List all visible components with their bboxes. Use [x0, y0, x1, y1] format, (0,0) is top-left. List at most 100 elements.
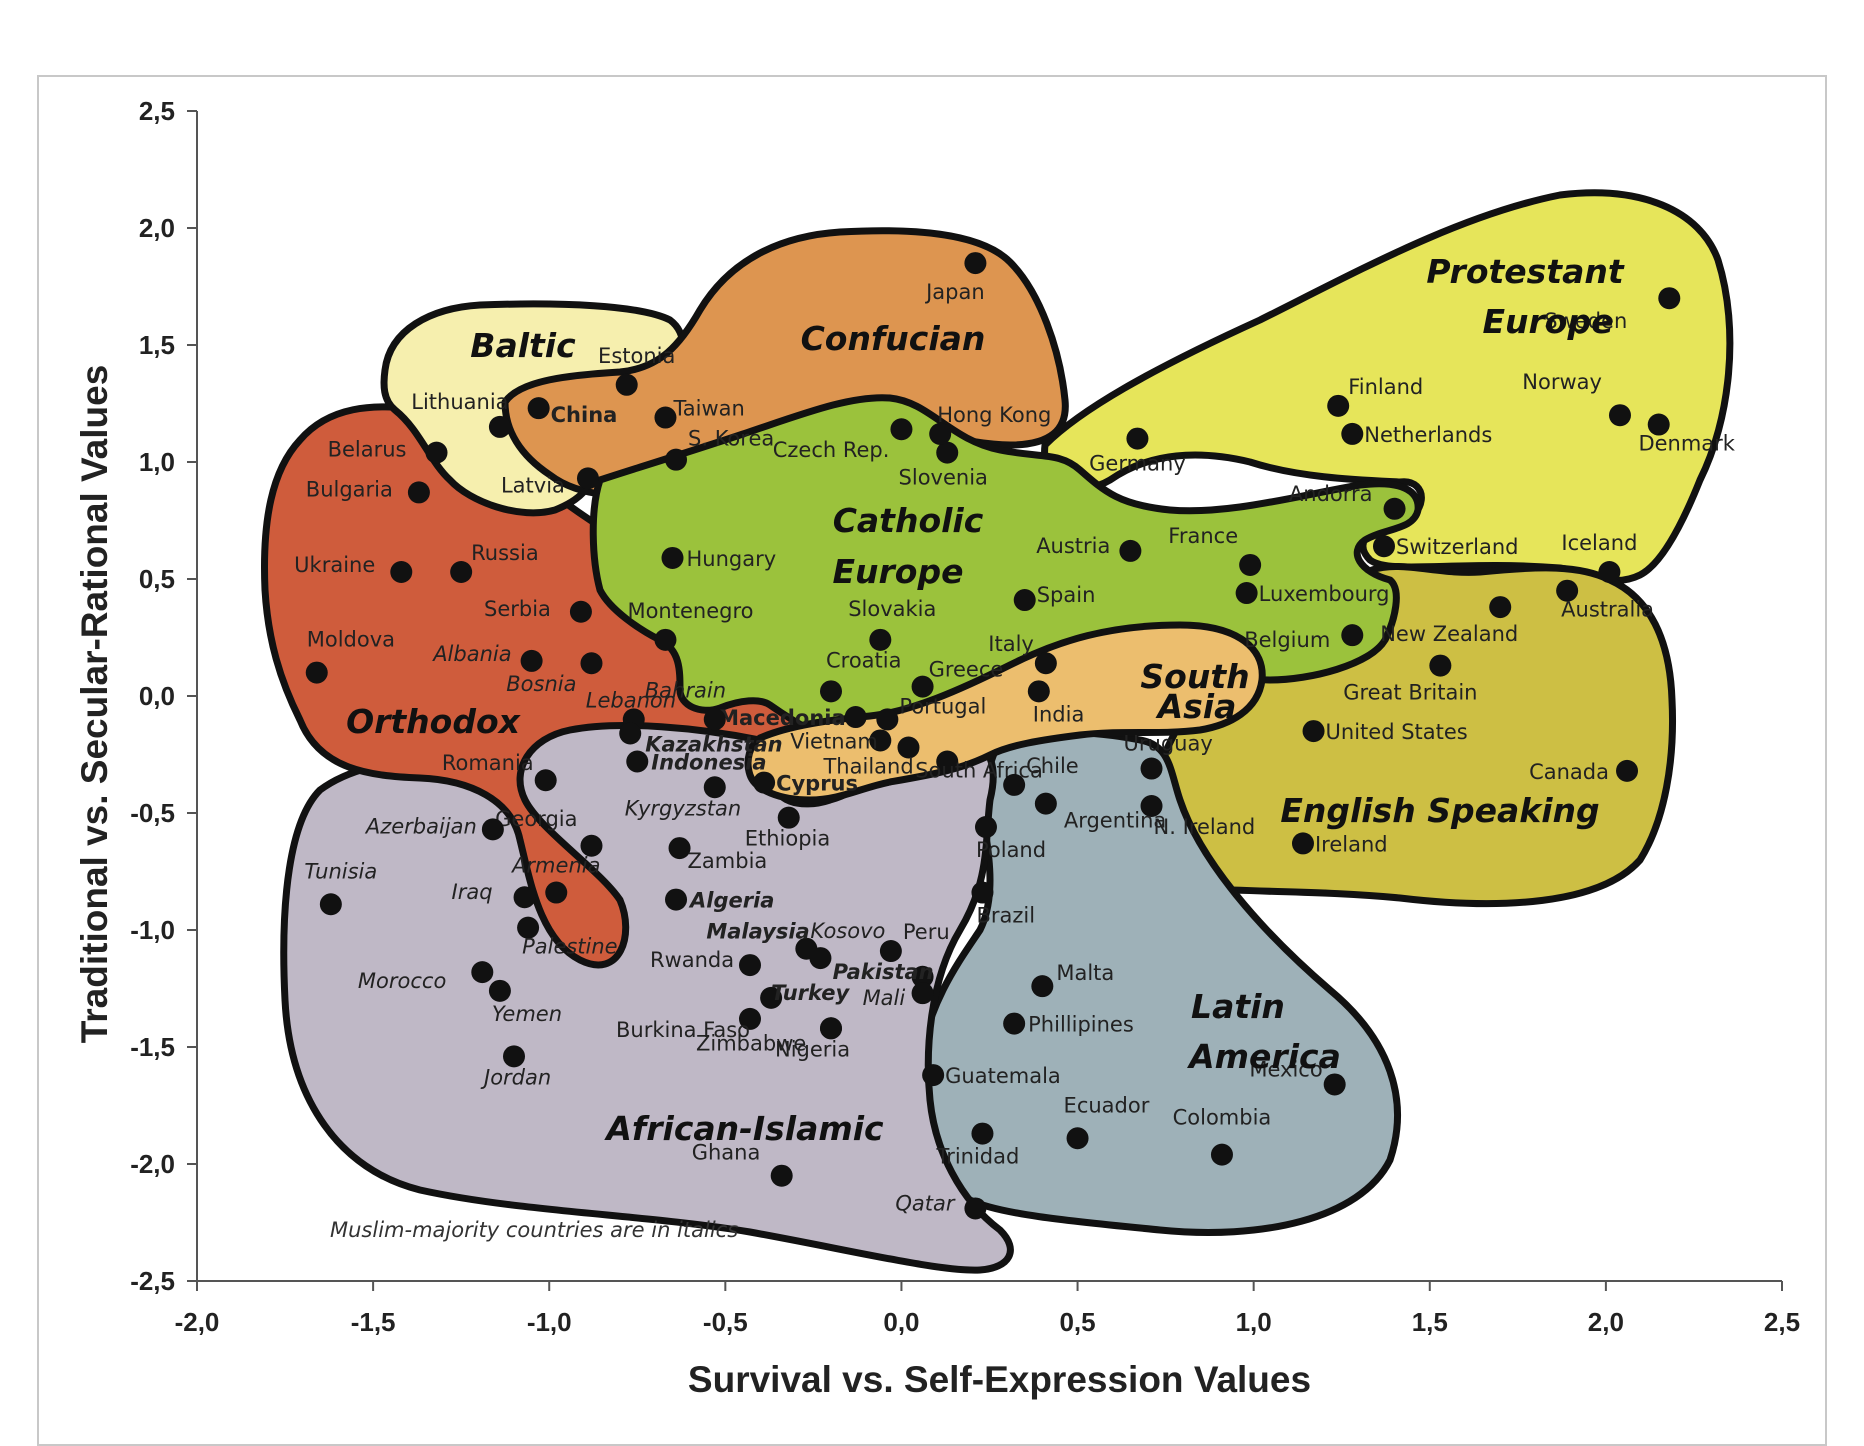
point-moldova — [305, 661, 328, 684]
region-label: Latin — [1191, 987, 1285, 1026]
point-zambia — [668, 837, 691, 860]
label-vietnam: Vietnam — [790, 729, 878, 753]
region-south-asia — [744, 621, 1266, 804]
label-denmark: Denmark — [1638, 432, 1735, 456]
point-new-zealand — [1489, 596, 1512, 619]
label-georgia: Georgia — [495, 807, 577, 831]
region-label: Asia — [1155, 687, 1237, 726]
label-armenia: Armenia — [510, 854, 600, 878]
label-greece: Greece — [929, 658, 1004, 682]
label-lebanon: Lebanon — [586, 688, 676, 712]
point-montenegro — [654, 628, 677, 651]
point-russia — [450, 560, 473, 583]
label-zimbabwe: Zimbabwe — [696, 1031, 806, 1055]
y-tick-label: 1,5 — [139, 330, 175, 360]
region-label: South — [1140, 657, 1249, 696]
y-tick-label: 1,0 — [139, 447, 175, 477]
point-uruguay — [1140, 757, 1163, 780]
point-s-korea — [665, 448, 688, 471]
point-spain — [1013, 589, 1036, 612]
point-belgium — [1341, 624, 1364, 647]
y-tick-label: -2,5 — [130, 1266, 175, 1296]
point-albania — [520, 649, 543, 672]
label-andorra: Andorra — [1289, 482, 1373, 506]
point-indonesia — [626, 750, 649, 773]
point-kazakhstan — [619, 722, 642, 745]
point-brazil — [971, 881, 994, 904]
label-switzerland: Switzerland — [1396, 535, 1519, 559]
label-indonesia: Indonesia — [651, 751, 766, 775]
point-chile — [1003, 773, 1026, 796]
label-sweden: Sweden — [1544, 309, 1627, 333]
point-ghana — [770, 1164, 793, 1187]
point-japan — [964, 252, 987, 275]
region-label: English Speaking — [1280, 791, 1599, 830]
label-australia: Australia — [1561, 598, 1654, 622]
point-romania — [534, 769, 557, 792]
label-france: France — [1168, 524, 1238, 548]
label-hong-kong: Hong Kong — [937, 403, 1051, 427]
point-tunisia — [319, 893, 342, 916]
point-estonia — [615, 373, 638, 396]
label-norway: Norway — [1522, 370, 1602, 394]
x-tick-label: 2,5 — [1764, 1307, 1800, 1337]
point-great-britain — [1429, 654, 1452, 677]
italics-note: Muslim-majority countries are in italics — [330, 1218, 738, 1242]
point-bosnia — [580, 652, 603, 675]
label-italy: Italy — [988, 632, 1034, 656]
x-tick-label: -1,5 — [351, 1307, 396, 1337]
label-montenegro: Montenegro — [627, 599, 753, 623]
point-latvia — [576, 467, 599, 490]
region-label: Baltic — [470, 326, 576, 365]
label-lithuania: Lithuania — [411, 390, 508, 414]
point-greece — [911, 675, 934, 698]
label-trinidad: Trinidad — [935, 1145, 1019, 1169]
label-mexico: Mexico — [1249, 1057, 1322, 1081]
point-rwanda — [738, 954, 761, 977]
label-ethiopia: Ethiopia — [745, 827, 831, 851]
point-iraq — [513, 886, 536, 909]
y-tick-label: -0,5 — [130, 798, 175, 828]
label-united-states: United States — [1326, 720, 1468, 744]
point-phillipines — [1003, 1012, 1026, 1035]
point-norway — [1608, 404, 1631, 427]
point-ethiopia — [777, 806, 800, 829]
point-colombia — [1210, 1143, 1233, 1166]
y-tick-label: -1,5 — [130, 1032, 175, 1062]
point-macedonia — [844, 706, 867, 729]
point-belarus — [425, 441, 448, 464]
point-malta — [1031, 975, 1054, 998]
point-portugal — [876, 708, 899, 731]
label-latvia: Latvia — [501, 473, 565, 497]
label-slovenia: Slovenia — [899, 466, 988, 490]
y-tick-label: 2,5 — [139, 96, 175, 126]
label-russia: Russia — [471, 541, 539, 565]
y-tick-label: 0,0 — [139, 681, 175, 711]
label-macedonia: Macedonia — [718, 706, 846, 730]
label-morocco: Morocco — [358, 969, 446, 993]
region-label: African-Islamic — [603, 1109, 884, 1148]
point-peru — [879, 940, 902, 963]
point-italy — [1034, 652, 1057, 675]
point-netherlands — [1341, 422, 1364, 445]
point-ireland — [1291, 832, 1314, 855]
point-georgia — [580, 834, 603, 857]
point-croatia — [820, 680, 842, 703]
label-cyprus: Cyprus — [776, 772, 858, 796]
label-kazakhstan: Kazakhstan — [645, 732, 782, 756]
region-label: Europe — [1483, 302, 1614, 341]
point-bahrain — [703, 708, 726, 731]
x-tick-label: 0,5 — [1059, 1307, 1095, 1337]
point-finland — [1327, 394, 1350, 417]
point-poland — [974, 816, 997, 839]
label-malaysia: Malaysia — [706, 920, 809, 944]
label-hungary: Hungary — [687, 547, 777, 571]
point-burkina-faso — [738, 1007, 761, 1030]
label-iceland: Iceland — [1561, 531, 1637, 555]
region-label: Protestant — [1426, 252, 1624, 291]
label-colombia: Colombia — [1173, 1106, 1272, 1130]
label-luxembourg: Luxembourg — [1259, 582, 1390, 606]
point-china — [527, 397, 550, 420]
label-palestine: Palestine — [522, 935, 618, 959]
label-jordan: Jordan — [480, 1065, 551, 1089]
